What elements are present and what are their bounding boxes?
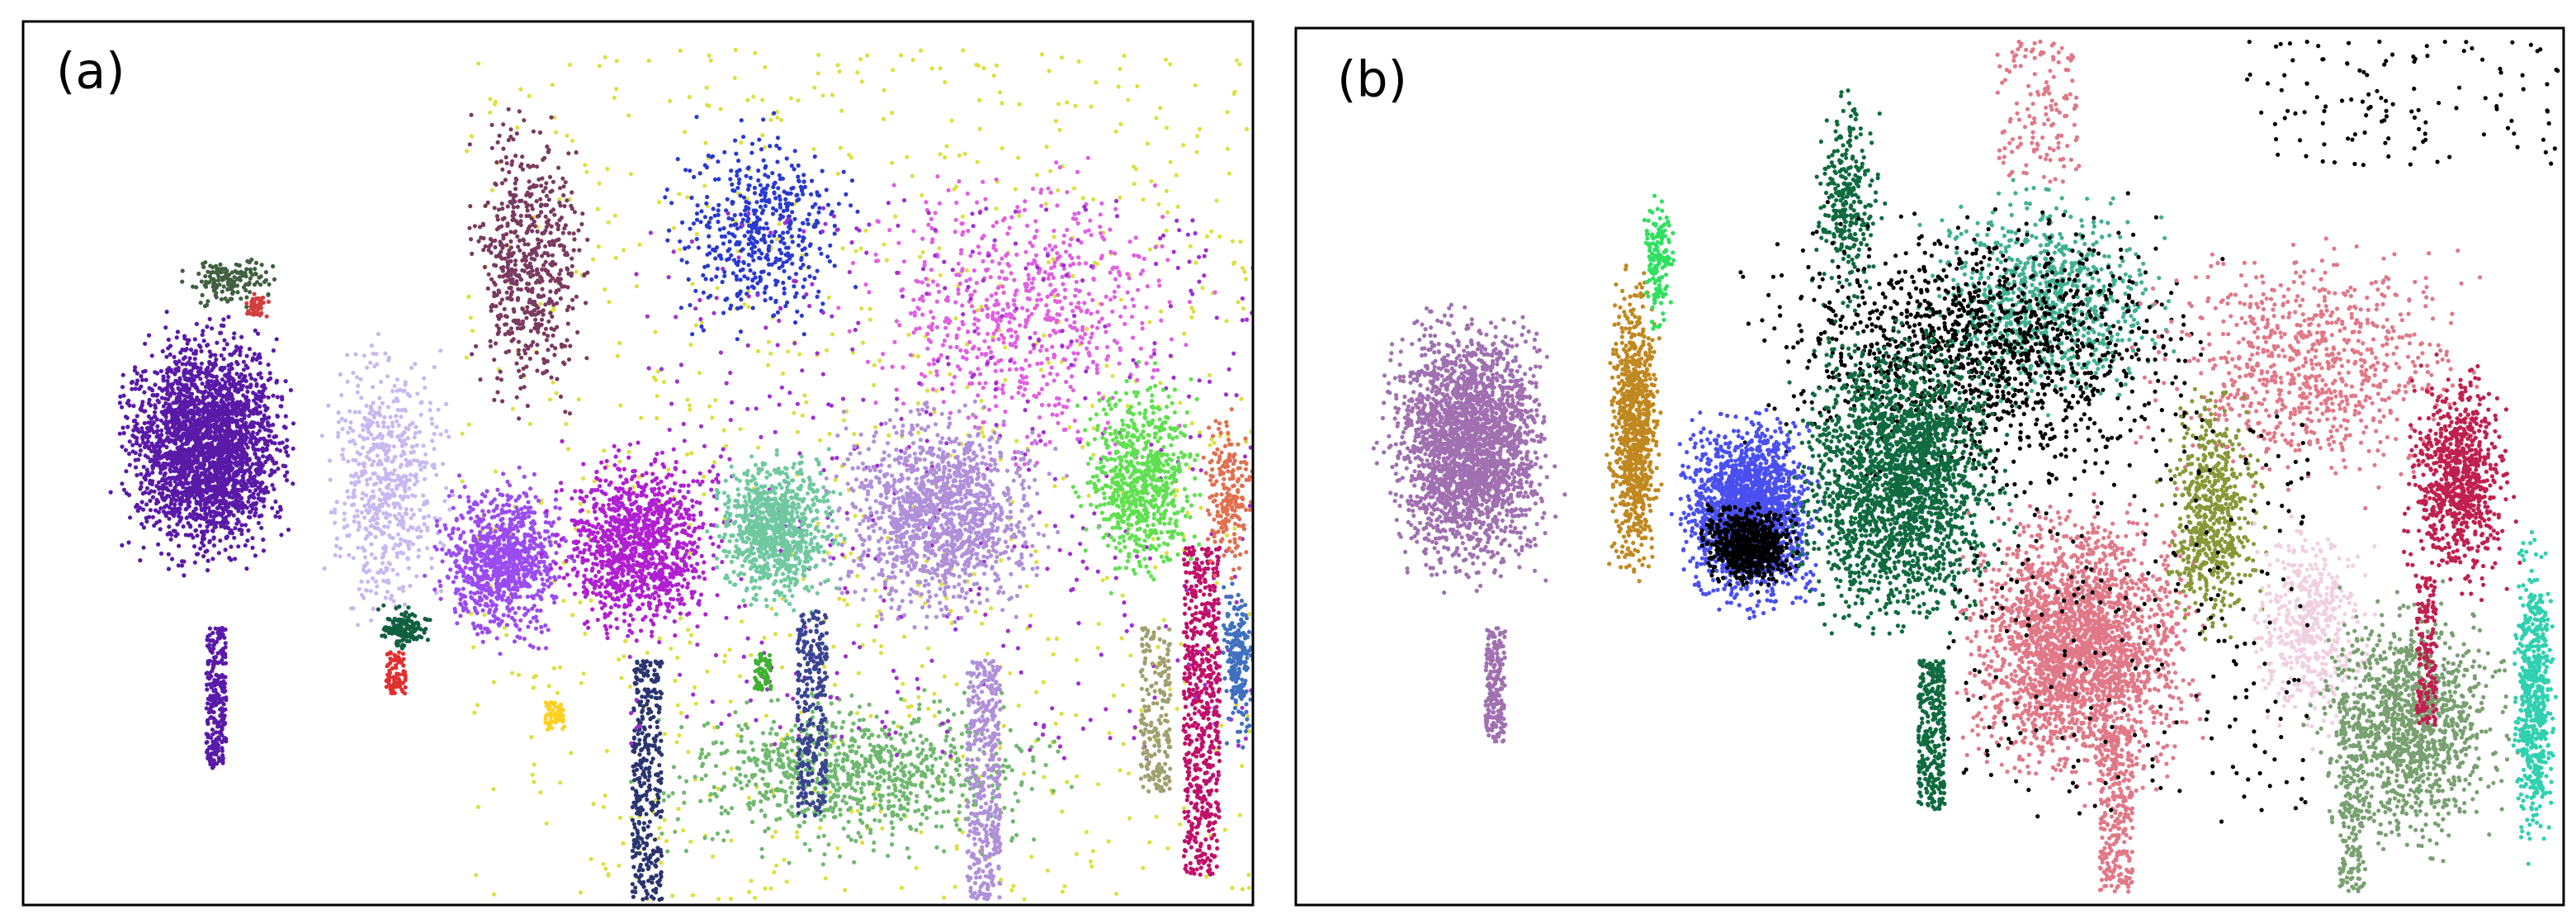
panel-frame [1294, 26, 2565, 907]
point-cluster [2401, 352, 2522, 727]
point-cluster [2245, 39, 2560, 168]
point-cluster [1916, 178, 2177, 418]
point-cluster [1699, 501, 1801, 595]
point-cluster [423, 465, 584, 656]
point-cluster [539, 438, 733, 645]
point-cluster [543, 699, 567, 732]
point-cluster [108, 309, 296, 770]
point-cluster [384, 650, 408, 696]
point-cluster [1181, 545, 1222, 877]
point-cluster [2154, 386, 2269, 642]
point-cluster [1787, 308, 2020, 812]
point-cluster [319, 331, 463, 633]
point-cluster [752, 652, 773, 692]
point-cluster [1138, 626, 1173, 794]
point-cluster [1809, 88, 1888, 309]
point-cluster [1071, 359, 1203, 595]
point-cluster [1221, 581, 1253, 750]
point-cluster [705, 447, 847, 617]
panel-label: (b) [1337, 51, 1407, 109]
panel-label: (a) [56, 43, 125, 101]
point-cluster [1954, 491, 2205, 894]
point-cloud-b [1371, 39, 2560, 894]
point-cluster [376, 603, 432, 651]
point-cluster [2301, 579, 2520, 893]
point-cluster [629, 688, 1074, 867]
point-cluster [1605, 263, 1664, 584]
point-cluster [795, 609, 830, 818]
point-cluster [663, 111, 860, 342]
point-cluster [180, 257, 277, 310]
point-cluster [2129, 236, 2483, 511]
point-cluster [1642, 193, 1676, 331]
point-cluster [2511, 529, 2559, 866]
point-cluster [818, 399, 1070, 902]
panel-frame [21, 20, 1255, 907]
point-cluster [467, 107, 590, 421]
point-cluster [1995, 39, 2082, 184]
point-cluster [244, 291, 271, 319]
point-cluster [630, 659, 664, 903]
point-cloud-a [108, 47, 1253, 903]
point-cluster [1201, 407, 1253, 580]
point-cluster [836, 155, 1217, 468]
point-cluster [1371, 302, 1567, 744]
